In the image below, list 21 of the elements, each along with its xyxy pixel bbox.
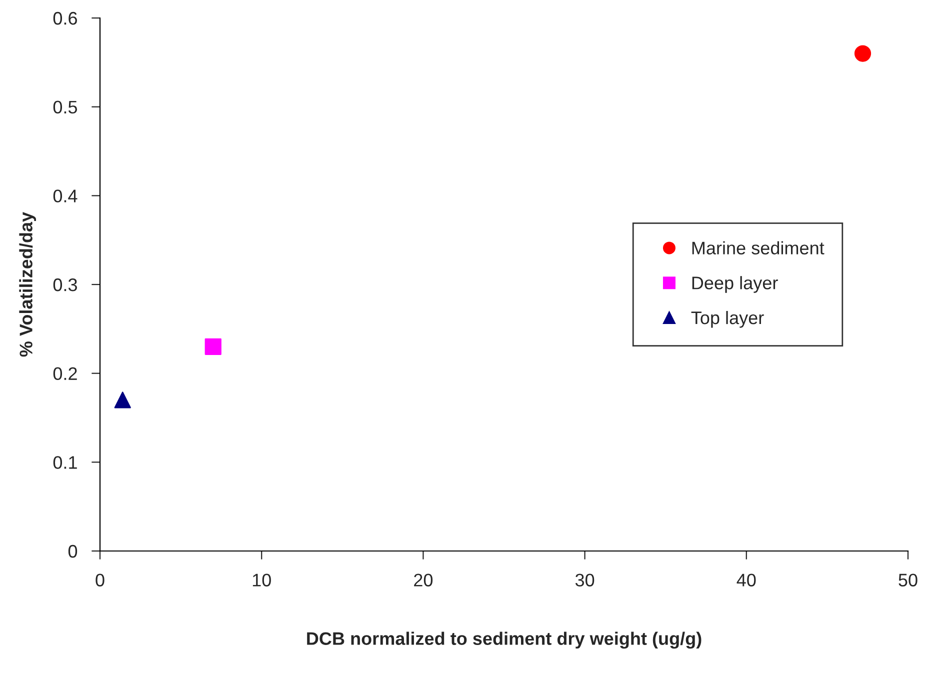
legend-label: Deep layer xyxy=(692,276,778,293)
point xyxy=(854,45,872,62)
x-tick-label: 40 xyxy=(736,574,756,586)
legend-label: Marine sediment xyxy=(692,241,824,254)
x-tick-label: 50 xyxy=(898,574,918,586)
legend-label: Top layer xyxy=(691,310,764,328)
x-axis-title: DCB normalized to sediment dry weight (ug/g) xyxy=(307,632,702,649)
y-tick-label: 0.1 xyxy=(53,456,77,469)
y-axis-title: % Volatilized/day xyxy=(19,212,36,357)
y-tick-label: 0.4 xyxy=(53,190,78,202)
point xyxy=(114,392,131,408)
y-tick-label: 0.2 xyxy=(53,367,77,380)
point xyxy=(204,338,222,355)
x-tick-label: 0 xyxy=(96,574,104,586)
y-tick-label: 0.6 xyxy=(53,12,77,25)
y-tick-label: 0.3 xyxy=(53,278,77,292)
x-tick-label: 20 xyxy=(414,574,433,586)
y-tick-label: 0 xyxy=(68,544,78,558)
y-tick-label: 0.5 xyxy=(53,100,78,114)
x-tick-label: 10 xyxy=(252,574,271,586)
x-tick-label: 30 xyxy=(575,574,594,586)
